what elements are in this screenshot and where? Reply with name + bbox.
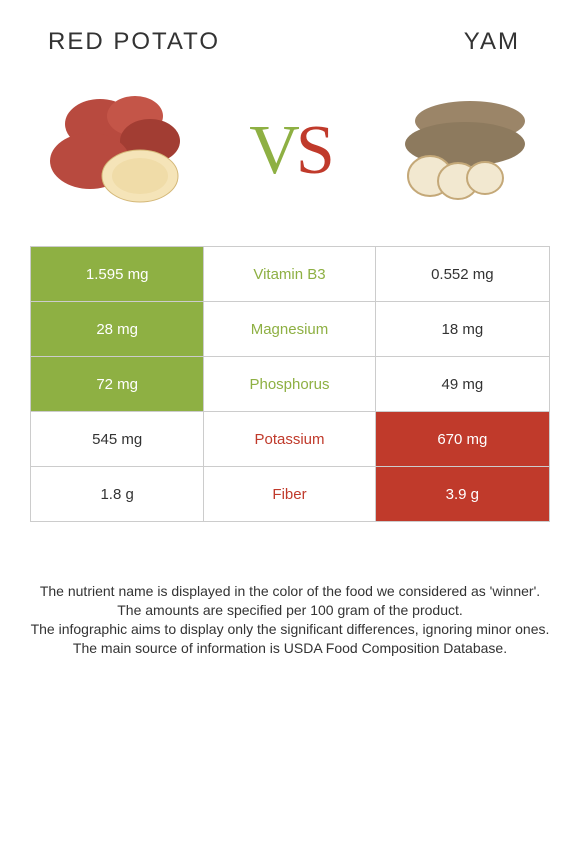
vs-v: V (249, 111, 296, 191)
header: RED POTATO YAM (0, 0, 580, 76)
value-right: 3.9 g (376, 467, 549, 521)
value-right: 0.552 mg (376, 247, 549, 301)
yam-image (380, 86, 540, 216)
nutrient-label: Fiber (203, 467, 375, 521)
nutrient-label: Potassium (203, 412, 375, 466)
value-right: 18 mg (376, 302, 549, 356)
table-row: 72 mg Phosphorus 49 mg (31, 357, 549, 412)
table-row: 1.595 mg Vitamin B3 0.552 mg (31, 247, 549, 302)
value-left: 545 mg (31, 412, 203, 466)
value-left: 1.8 g (31, 467, 203, 521)
value-left: 1.595 mg (31, 247, 203, 301)
vs-label: VS (249, 111, 331, 191)
vs-s: S (296, 111, 331, 191)
table-row: 1.8 g Fiber 3.9 g (31, 467, 549, 522)
footer-line: The main source of information is USDA F… (30, 639, 550, 658)
nutrient-label: Magnesium (203, 302, 375, 356)
footer-line: The nutrient name is displayed in the co… (30, 582, 550, 601)
comparison-table: 1.595 mg Vitamin B3 0.552 mg 28 mg Magne… (30, 246, 550, 522)
table-row: 545 mg Potassium 670 mg (31, 412, 549, 467)
title-right: YAM (464, 28, 520, 56)
value-left: 28 mg (31, 302, 203, 356)
value-right: 49 mg (376, 357, 549, 411)
value-right: 670 mg (376, 412, 549, 466)
images-row: VS (0, 76, 580, 246)
nutrient-label: Phosphorus (203, 357, 375, 411)
footer-notes: The nutrient name is displayed in the co… (30, 582, 550, 658)
nutrient-label: Vitamin B3 (203, 247, 375, 301)
table-row: 28 mg Magnesium 18 mg (31, 302, 549, 357)
title-left: RED POTATO (48, 28, 220, 56)
red-potato-image (40, 86, 200, 216)
value-left: 72 mg (31, 357, 203, 411)
footer-line: The infographic aims to display only the… (30, 620, 550, 639)
footer-line: The amounts are specified per 100 gram o… (30, 601, 550, 620)
